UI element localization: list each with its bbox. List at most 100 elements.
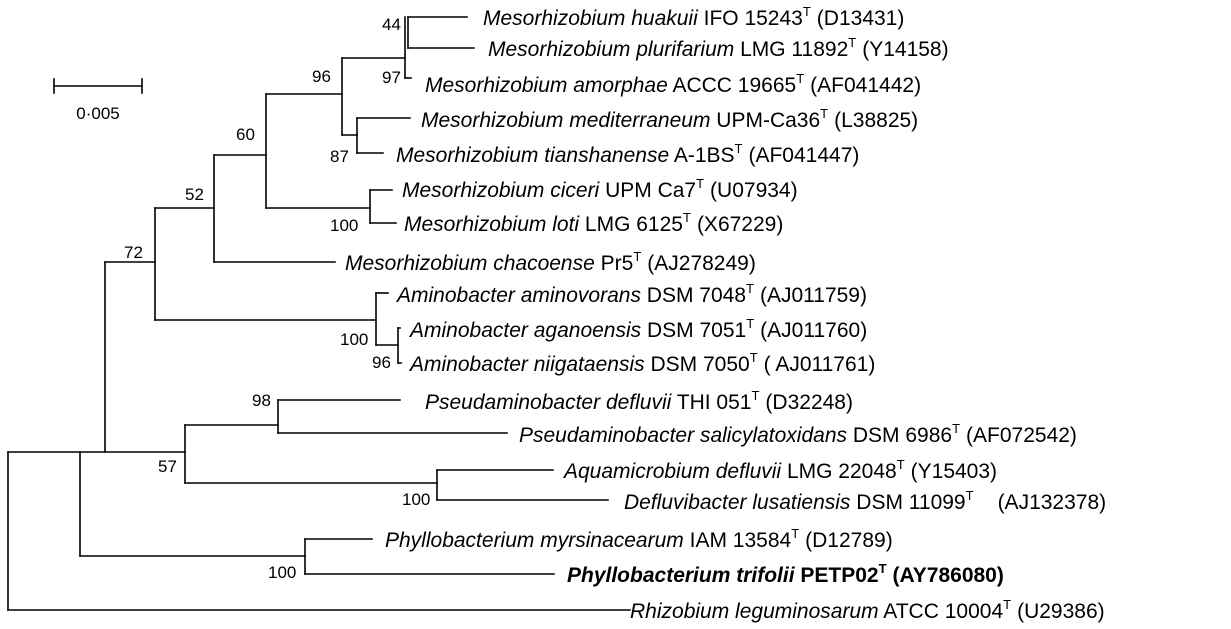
taxon-label: Mesorhizobium mediterraneum UPM-Ca36T (L3… xyxy=(421,106,918,132)
bootstrap-value: 96 xyxy=(372,353,391,372)
taxon-accession: (Y14158) xyxy=(862,38,948,61)
scale-bar-label: 0·005 xyxy=(76,104,119,123)
taxon-label: Defluvibacter lusatiensis DSM 11099T (AJ1… xyxy=(624,488,1106,514)
taxon-accession: (AF072542) xyxy=(966,424,1077,447)
taxon-strain: LMG 6125 xyxy=(579,213,683,236)
taxon-species: Aminobacter aganoensis xyxy=(408,319,642,342)
taxon-type-mark: T xyxy=(746,281,754,296)
taxon-label: Rhizobium leguminosarum ATCC 10004T (U293… xyxy=(630,597,1105,623)
taxon-type-mark: T xyxy=(791,526,799,541)
taxon-accession: (U29386) xyxy=(1017,600,1105,623)
taxon-species: Mesorhizobium huakuii xyxy=(483,7,699,30)
bootstrap-value: 100 xyxy=(268,563,296,582)
taxon-accession: ( AJ011761) xyxy=(764,353,876,376)
bootstrap-value: 52 xyxy=(185,185,204,204)
taxon-type-mark: T xyxy=(750,350,758,365)
taxon-type-mark: T xyxy=(952,421,960,436)
taxon-label: Mesorhizobium loti LMG 6125T (X67229) xyxy=(404,210,783,236)
taxon-label: Mesorhizobium tianshanense A-1BST (AF0414… xyxy=(396,141,859,167)
taxon-strain: IFO 15243 xyxy=(698,7,803,30)
taxon-species: Aminobacter niigataensis xyxy=(408,353,645,376)
taxon-type-mark: T xyxy=(803,4,811,19)
taxon-type-mark: T xyxy=(683,210,691,225)
taxon-type-mark: T xyxy=(746,316,754,331)
bootstrap-value: 44 xyxy=(382,15,401,34)
taxon-accession: (AJ132378) xyxy=(998,491,1107,514)
taxon-strain: LMG 11892 xyxy=(734,38,848,61)
taxon-accession: (AF041442) xyxy=(810,74,921,97)
taxon-species: Mesorhizobium loti xyxy=(404,213,580,236)
taxon-label: Aquamicrobium defluvii LMG 22048T (Y15403… xyxy=(562,457,997,483)
taxon-species: Rhizobium leguminosarum xyxy=(630,600,879,623)
taxon-accession: (Y15403) xyxy=(911,460,997,483)
taxon-type-mark: T xyxy=(966,488,974,503)
taxon-type-mark: T xyxy=(796,71,804,86)
taxon-label: Pseudaminobacter defluvii THI 051T (D3224… xyxy=(425,388,853,414)
taxon-label: Aminobacter aganoensis DSM 7051T (AJ01176… xyxy=(408,316,867,342)
taxon-strain: PETP02 xyxy=(795,564,879,587)
taxon-type-mark: T xyxy=(633,249,641,264)
taxon-species: Mesorhizobium mediterraneum xyxy=(421,109,710,132)
taxon-accession: (X67229) xyxy=(697,213,783,236)
taxon-type-mark: T xyxy=(848,35,856,50)
taxon-label: Phyllobacterium trifolii PETP02T (AY78608… xyxy=(567,561,1004,587)
taxon-label: Phyllobacterium myrsinacearum IAM 13584T… xyxy=(385,526,893,552)
taxon-label: Aminobacter aminovorans DSM 7048T (AJ0117… xyxy=(395,281,867,307)
bootstrap-value: 57 xyxy=(158,457,177,476)
taxon-strain: IAM 13584 xyxy=(684,529,792,552)
taxon-type-mark: T xyxy=(1003,597,1011,612)
taxon-species: Phyllobacterium myrsinacearum xyxy=(385,529,684,552)
taxon-species: Mesorhizobium chacoense xyxy=(345,252,595,275)
taxon-label: Mesorhizobium chacoense Pr5T (AJ278249) xyxy=(345,249,756,275)
taxon-type-mark: T xyxy=(897,457,905,472)
taxon-strain: Pr5 xyxy=(595,252,634,275)
taxon-species: Mesorhizobium tianshanense xyxy=(396,144,669,167)
taxon-strain: DSM 7051 xyxy=(641,319,746,342)
bootstrap-value: 72 xyxy=(124,243,143,262)
taxon-strain: UPM Ca7 xyxy=(599,179,696,202)
taxon-label: Aminobacter niigataensis DSM 7050T ( AJ01… xyxy=(408,350,875,376)
taxon-type-mark: T xyxy=(735,141,743,156)
taxon-type-mark: T xyxy=(820,106,828,121)
taxon-label: Mesorhizobium ciceri UPM Ca7T (U07934) xyxy=(402,176,798,202)
taxon-accession: (AJ011759) xyxy=(760,284,867,307)
taxon-accession: (AJ011760) xyxy=(760,319,867,342)
taxon-species: Defluvibacter lusatiensis xyxy=(624,491,851,514)
bootstrap-value: 60 xyxy=(236,125,255,144)
taxon-accession: (D13431) xyxy=(817,7,905,30)
taxon-strain: THI 051 xyxy=(671,391,751,414)
taxon-strain: DSM 11099 xyxy=(850,491,965,514)
taxon-accession: (AJ278249) xyxy=(647,252,756,275)
taxon-strain: DSM 7048 xyxy=(641,284,746,307)
taxon-accession: (AF041447) xyxy=(748,144,859,167)
taxon-label: Mesorhizobium plurifarium LMG 11892T (Y14… xyxy=(488,35,949,61)
taxon-strain: ATCC 10004 xyxy=(879,600,1004,623)
bootstrap-value: 97 xyxy=(382,68,401,87)
taxon-labels: Mesorhizobium huakuii IFO 15243T (D13431)… xyxy=(345,4,1106,623)
taxon-accession: (AY786080) xyxy=(893,564,1004,587)
taxon-species: Mesorhizobium amorphae xyxy=(425,74,668,97)
taxon-strain: LMG 22048 xyxy=(781,460,897,483)
taxon-strain: UPM-Ca36 xyxy=(710,109,820,132)
bootstrap-value: 96 xyxy=(312,67,331,86)
bootstrap-value: 98 xyxy=(252,391,271,410)
taxon-species: Phyllobacterium trifolii xyxy=(567,564,796,587)
taxon-type-mark: T xyxy=(696,176,704,191)
taxon-strain: DSM 7050 xyxy=(645,353,750,376)
bootstrap-value: 100 xyxy=(402,490,430,509)
taxon-label: Mesorhizobium amorphae ACCC 19665T (AF041… xyxy=(425,71,921,97)
taxon-accession: (D12789) xyxy=(805,529,893,552)
taxon-species: Pseudaminobacter defluvii xyxy=(425,391,673,414)
taxon-species: Pseudaminobacter salicylatoxidans xyxy=(519,424,848,447)
scale-bar: 0·005 xyxy=(53,78,143,123)
tree-branches xyxy=(7,16,631,611)
taxon-species: Mesorhizobium plurifarium xyxy=(488,38,734,61)
bootstrap-value: 100 xyxy=(330,216,358,235)
taxon-accession: (U07934) xyxy=(710,179,798,202)
taxon-species: Aminobacter aminovorans xyxy=(395,284,641,307)
bootstrap-value: 87 xyxy=(330,147,349,166)
taxon-label: Pseudaminobacter salicylatoxidans DSM 69… xyxy=(519,421,1077,447)
taxon-accession: (D32248) xyxy=(765,391,853,414)
